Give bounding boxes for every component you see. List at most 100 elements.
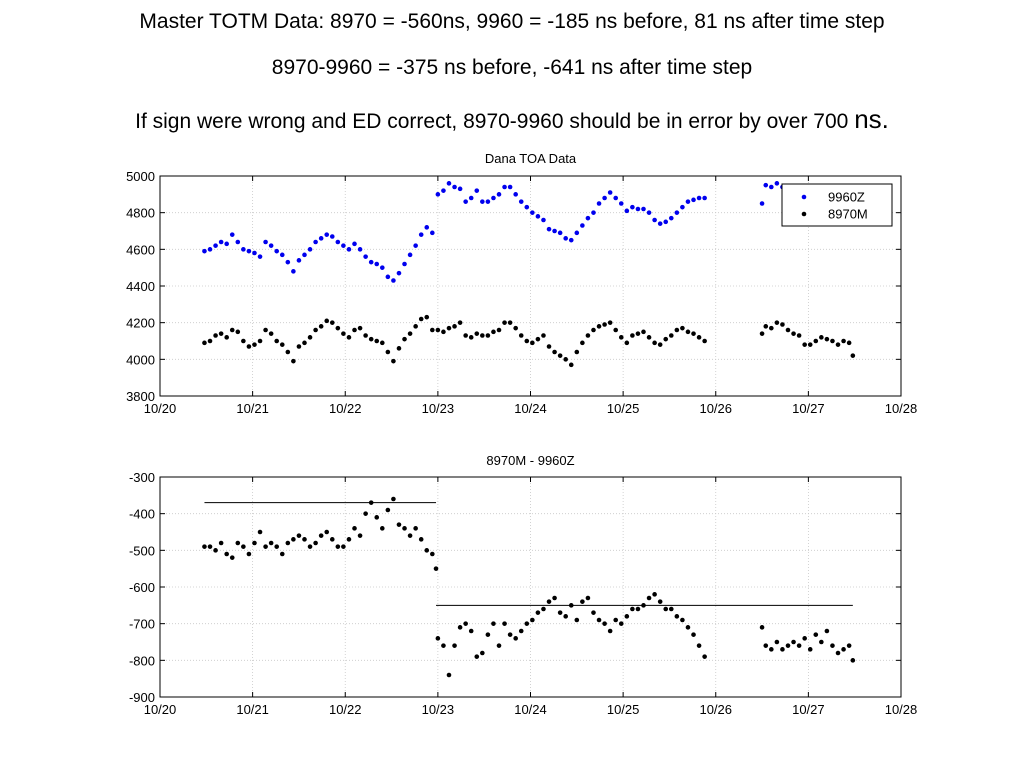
data-point-series <box>435 636 441 641</box>
x-tick-label: 10/22 <box>329 702 362 717</box>
data-point-8970m <box>613 327 619 333</box>
data-point-9960z <box>418 232 424 237</box>
data-point-9960z <box>452 184 457 190</box>
header-line-3: If sign were wrong and ED correct, 8970-… <box>0 104 1024 135</box>
data-point-8970m <box>835 342 841 347</box>
data-point-9960z <box>763 182 769 188</box>
data-point-series <box>557 610 563 615</box>
data-point-series <box>613 617 619 623</box>
data-point-series <box>518 628 524 634</box>
x-tick-label: 10/22 <box>329 401 362 416</box>
data-point-9960z <box>441 188 446 193</box>
data-point-8970m <box>418 316 424 322</box>
data-point-8970m <box>641 329 646 335</box>
data-point-8970m <box>780 322 785 327</box>
data-point-8970m <box>507 320 513 325</box>
data-point-series <box>596 617 602 623</box>
data-point-9960z <box>696 195 702 201</box>
data-point-9960z <box>496 192 502 197</box>
data-point-9960z <box>680 204 685 210</box>
x-tick-label: 10/28 <box>885 702 918 717</box>
data-point-8970m <box>635 331 641 336</box>
x-tick-label: 10/21 <box>236 702 269 717</box>
data-point-9960z <box>252 250 257 256</box>
data-point-series <box>329 537 335 542</box>
data-point-series <box>685 625 691 630</box>
header-line-1: Master TOTM Data: 8970 = -560ns, 9960 = … <box>139 10 885 33</box>
data-point-8970m <box>652 340 657 346</box>
data-point-9960z <box>391 278 396 283</box>
data-point-series <box>796 643 802 648</box>
data-point-series <box>791 639 796 645</box>
data-point-9960z <box>646 210 652 215</box>
data-point-series <box>279 551 285 557</box>
data-point-9960z <box>318 236 324 241</box>
data-point-series <box>680 617 685 623</box>
data-point-series <box>396 522 402 527</box>
data-point-8970m <box>363 333 368 338</box>
data-point-9960z <box>774 181 780 186</box>
data-point-9960z <box>641 206 646 212</box>
x-tick-label: 10/27 <box>792 401 825 416</box>
data-point-series <box>835 650 841 656</box>
data-point-8970m <box>813 338 819 344</box>
data-point-series <box>268 540 274 546</box>
data-point-9960z <box>335 239 341 245</box>
data-point-series <box>657 599 663 604</box>
data-point-9960z <box>385 274 391 280</box>
data-point-8970m <box>229 327 235 333</box>
data-point-9960z <box>296 258 302 263</box>
data-point-8970m <box>657 342 663 347</box>
data-point-8970m <box>496 327 502 333</box>
y-tick-label: 4200 <box>126 316 155 331</box>
data-point-9960z <box>402 261 407 267</box>
data-point-series <box>213 548 218 553</box>
data-point-9960z <box>368 259 374 265</box>
data-point-series <box>218 540 224 546</box>
data-point-series <box>296 533 302 538</box>
data-point-series <box>574 617 580 623</box>
data-point-series <box>785 643 791 648</box>
data-point-8970m <box>618 335 624 340</box>
data-point-8970m <box>457 320 463 325</box>
data-point-series <box>363 511 368 516</box>
data-point-8970m <box>602 322 607 327</box>
data-point-8970m <box>257 338 263 344</box>
data-point-series <box>357 533 363 538</box>
x-tick-label: 10/24 <box>514 702 547 717</box>
data-point-8970m <box>802 342 807 347</box>
data-point-8970m <box>396 346 402 351</box>
data-point-8970m <box>663 336 669 342</box>
data-point-9960z <box>557 230 563 236</box>
data-point-8970m <box>324 318 330 324</box>
data-point-8970m <box>307 335 313 340</box>
data-point-series <box>424 548 430 553</box>
data-point-9960z <box>630 204 635 210</box>
data-point-8970m <box>279 342 285 347</box>
data-point-series <box>374 515 380 520</box>
data-point-series <box>807 647 813 652</box>
data-point-9960z <box>291 269 296 274</box>
data-point-8970m <box>213 333 218 338</box>
data-point-8970m <box>591 327 596 333</box>
data-point-9960z <box>663 219 669 225</box>
data-point-9960z <box>457 186 463 192</box>
data-point-8970m <box>430 327 435 333</box>
x-tick-label: 10/23 <box>422 401 455 416</box>
data-point-series <box>485 632 491 637</box>
data-point-9960z <box>446 181 452 186</box>
x-tick-label: 10/23 <box>422 702 455 717</box>
x-tick-label: 10/24 <box>514 401 547 416</box>
data-point-8970m <box>435 327 441 333</box>
data-point-9960z <box>546 226 552 232</box>
data-point-series <box>433 566 439 571</box>
x-tick-label: 10/20 <box>144 401 177 416</box>
data-point-9960z <box>552 228 557 234</box>
data-point-9960z <box>691 197 696 203</box>
data-point-8970m <box>796 333 802 338</box>
y-tick-label: 4000 <box>126 352 155 367</box>
data-point-8970m <box>452 324 457 329</box>
data-point-8970m <box>513 325 518 331</box>
y-tick-label: 3800 <box>126 389 155 404</box>
data-point-8970m <box>807 342 813 347</box>
